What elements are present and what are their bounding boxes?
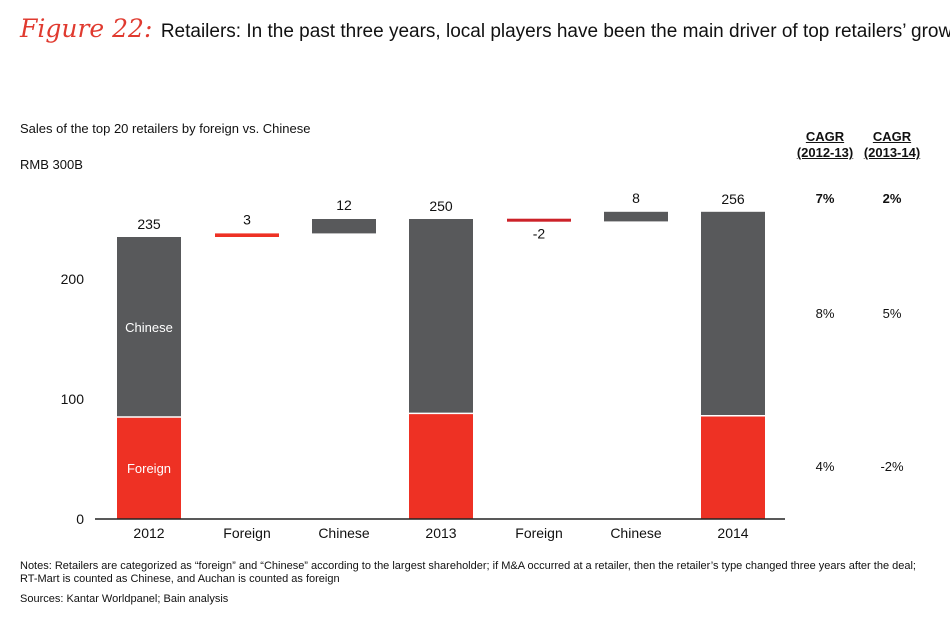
x-tick-label: 2013 xyxy=(425,525,456,541)
x-tick-label: Chinese xyxy=(318,525,370,541)
bar-segment-chinese xyxy=(409,219,473,414)
cagr-header-2012-13: CAGR (2012-13) xyxy=(790,129,860,161)
y-tick-label: 100 xyxy=(61,391,85,407)
bar-value-label: 235 xyxy=(137,216,161,232)
bar-segment-foreign xyxy=(409,413,473,519)
delta-value-label: 3 xyxy=(243,211,251,227)
cagr-header-2013-14: CAGR (2013-14) xyxy=(857,129,927,161)
figure-label: Figure 22: xyxy=(20,14,153,43)
cagr-chinese-2012-13: 8% xyxy=(815,306,835,321)
cagr-foreign-2012-13: 4% xyxy=(815,459,835,474)
bar-segment-foreign xyxy=(117,417,181,519)
delta-value-label: -2 xyxy=(533,225,546,241)
x-tick-label: Chinese xyxy=(610,525,662,541)
unit-label: RMB 300B xyxy=(20,157,83,172)
bar-segment-chinese xyxy=(701,211,765,416)
cagr-total-2012-13: 7% xyxy=(815,191,835,206)
figure-title: Figure 22: Retailers: In the past three … xyxy=(20,14,950,43)
delta-value-label: 12 xyxy=(336,197,352,213)
bar-value-label: 250 xyxy=(429,198,453,214)
notes: Notes: Retailers are categorized as “for… xyxy=(20,560,916,585)
bar-segment-chinese xyxy=(117,237,181,417)
cagr-total-2013-14: 2% xyxy=(882,191,902,206)
delta-bar-chinese xyxy=(312,219,376,234)
segment-label-foreign: Foreign xyxy=(127,461,171,476)
bar-segment-foreign xyxy=(701,415,765,519)
cagr-header-title: CAGR xyxy=(805,129,845,144)
delta-bar-foreign xyxy=(215,233,279,237)
cagr-foreign-2013-14: -2% xyxy=(880,459,904,474)
cagr-header-period: (2012-13) xyxy=(796,145,854,160)
x-tick-label: Foreign xyxy=(223,525,270,541)
cagr-header-title: CAGR xyxy=(872,129,912,144)
figure-title-text: Retailers: In the past three years, loca… xyxy=(160,21,950,42)
y-tick-label: 0 xyxy=(76,511,84,527)
x-tick-label: Foreign xyxy=(515,525,562,541)
delta-bar-foreign xyxy=(507,218,571,222)
chart-subtitle: Sales of the top 20 retailers by foreign… xyxy=(20,121,311,136)
y-tick-label: 200 xyxy=(61,271,85,287)
sources: Sources: Kantar Worldpanel; Bain analysi… xyxy=(20,593,229,605)
delta-bar-chinese xyxy=(604,211,668,222)
segment-label-chinese: Chinese xyxy=(125,320,173,335)
cagr-chinese-2013-14: 5% xyxy=(882,306,902,321)
bar-value-label: 256 xyxy=(721,191,745,207)
cagr-header-period: (2013-14) xyxy=(863,145,921,160)
x-tick-label: 2014 xyxy=(717,525,748,541)
x-tick-label: 2012 xyxy=(133,525,164,541)
delta-value-label: 8 xyxy=(632,190,640,206)
